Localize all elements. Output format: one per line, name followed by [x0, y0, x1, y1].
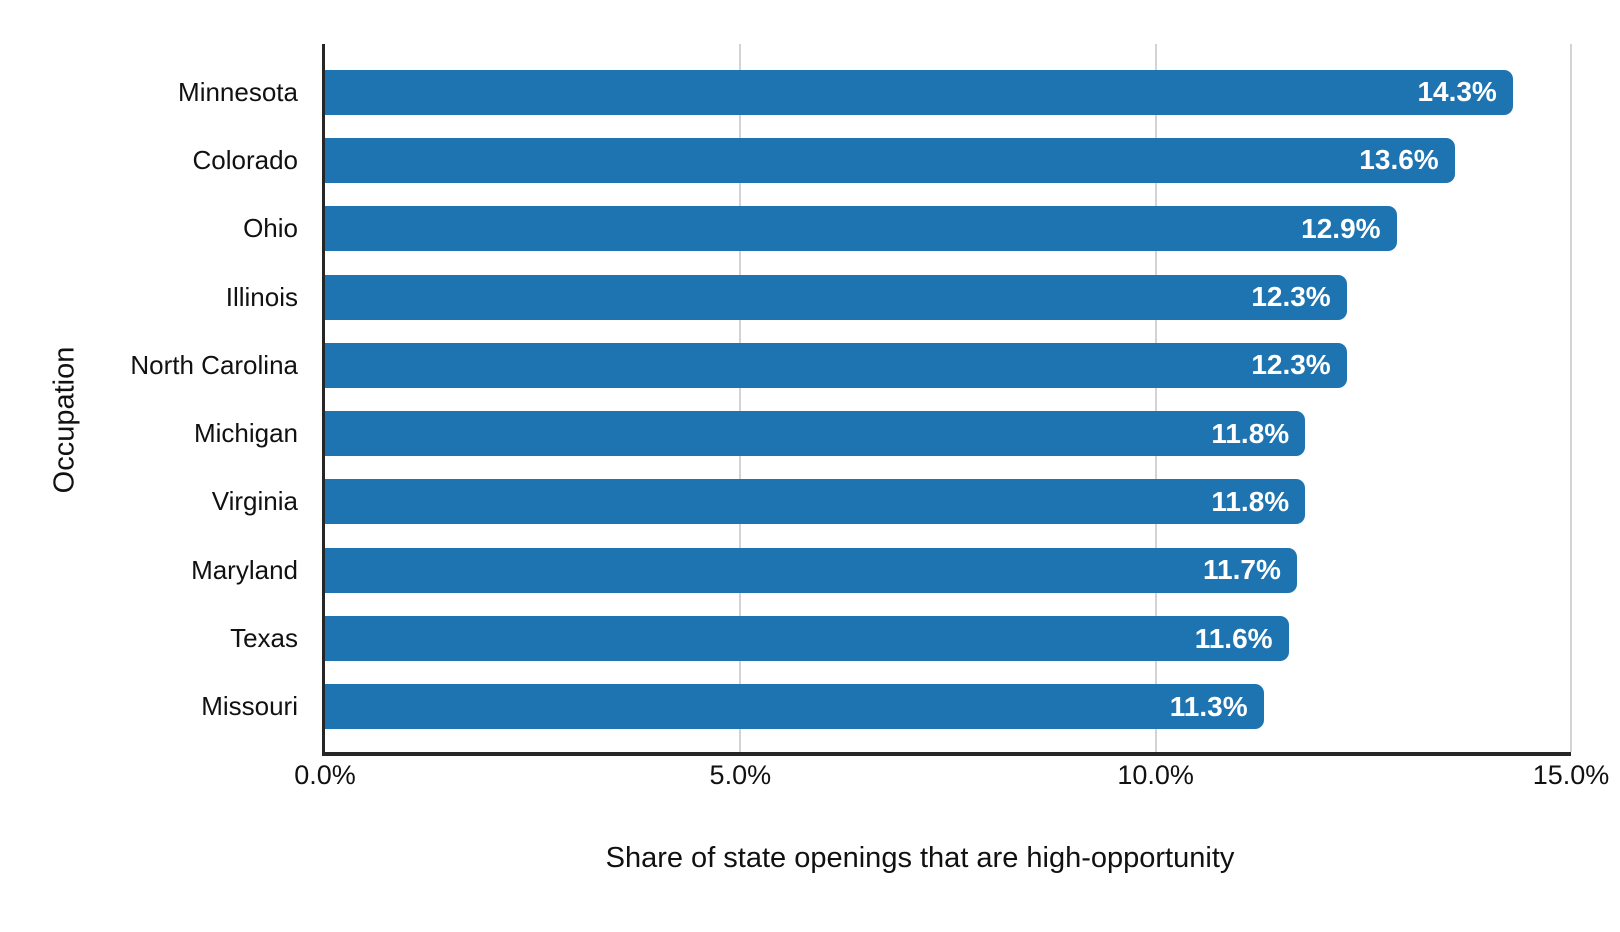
x-axis-title: Share of state openings that are high-op… [605, 842, 1235, 874]
category-label: Missouri [201, 691, 298, 722]
bar: 13.6% [325, 137, 1455, 183]
bar-row: 11.6% [325, 604, 1571, 672]
bar: 11.8% [325, 411, 1306, 457]
bar-row: 12.9% [325, 195, 1571, 263]
gridline [1570, 44, 1572, 752]
category-label: Ohio [243, 213, 298, 244]
bar-value-label: 12.3% [1251, 349, 1331, 381]
bar-value-label: 11.6% [1194, 622, 1273, 654]
category-label: Michigan [193, 418, 298, 449]
bar: 11.8% [325, 479, 1306, 525]
x-tick-label: 15.0% [1532, 760, 1610, 790]
bar-value-label: 11.7% [1203, 554, 1281, 586]
bar-value-label: 12.3% [1251, 281, 1331, 313]
gridline [1154, 44, 1157, 752]
bar-value-label: 11.3% [1169, 690, 1248, 722]
category-labels: Minnesota Colorado Ohio Illinois North Carol… [0, 44, 310, 752]
x-axis-ticks: 0.0% 5.0% 10.0% 15.0% [294, 760, 1609, 794]
bar-value-label: 11.8% [1211, 417, 1290, 449]
bar: 12.9% [325, 206, 1397, 252]
bar-row: 11.8% [325, 468, 1571, 536]
category-label: Virginia [211, 486, 298, 517]
category-label: Texas [230, 623, 298, 654]
bar-rows: 14.3% 13.6% 12.9% 12.3% 12.3% 11.8% 11.8% 11.7%… [325, 44, 1571, 752]
bar-value-label: 13.6% [1359, 144, 1439, 176]
bar-row: 11.3% [325, 673, 1571, 741]
category-label: North Carolina [130, 349, 298, 380]
plot-area: 14.3% 13.6% 12.9% 12.3% 12.3% 11.8% 11.8% 11.7%… [322, 44, 1572, 756]
category-label: Minnesota [178, 76, 298, 107]
bar: 12.3% [325, 274, 1347, 320]
x-tick-label: 5.0% [709, 760, 772, 790]
x-tick-label: 0.0% [294, 760, 356, 790]
x-tick-label: 10.0% [1117, 760, 1194, 790]
bar-row: 11.8% [325, 399, 1571, 467]
category-label: Maryland [191, 554, 298, 585]
category-label: Colorado [192, 144, 298, 175]
bar: 12.3% [325, 342, 1347, 388]
bar-value-label: 14.3% [1417, 76, 1497, 108]
bar: 11.7% [325, 547, 1297, 593]
bar-row: 12.3% [325, 263, 1571, 331]
bar-row: 13.6% [325, 126, 1571, 194]
category-label: Illinois [225, 281, 298, 312]
bar: 11.6% [325, 616, 1289, 662]
bar-value-label: 11.8% [1211, 485, 1290, 517]
gridline [739, 44, 742, 752]
bar-row: 11.7% [325, 536, 1571, 604]
bar-value-label: 12.9% [1301, 212, 1381, 244]
bar-row: 14.3% [325, 58, 1571, 126]
bar: 11.3% [325, 684, 1264, 730]
bar: 14.3% [325, 69, 1513, 115]
bar-row: 12.3% [325, 331, 1571, 399]
gridlines [325, 44, 1572, 752]
